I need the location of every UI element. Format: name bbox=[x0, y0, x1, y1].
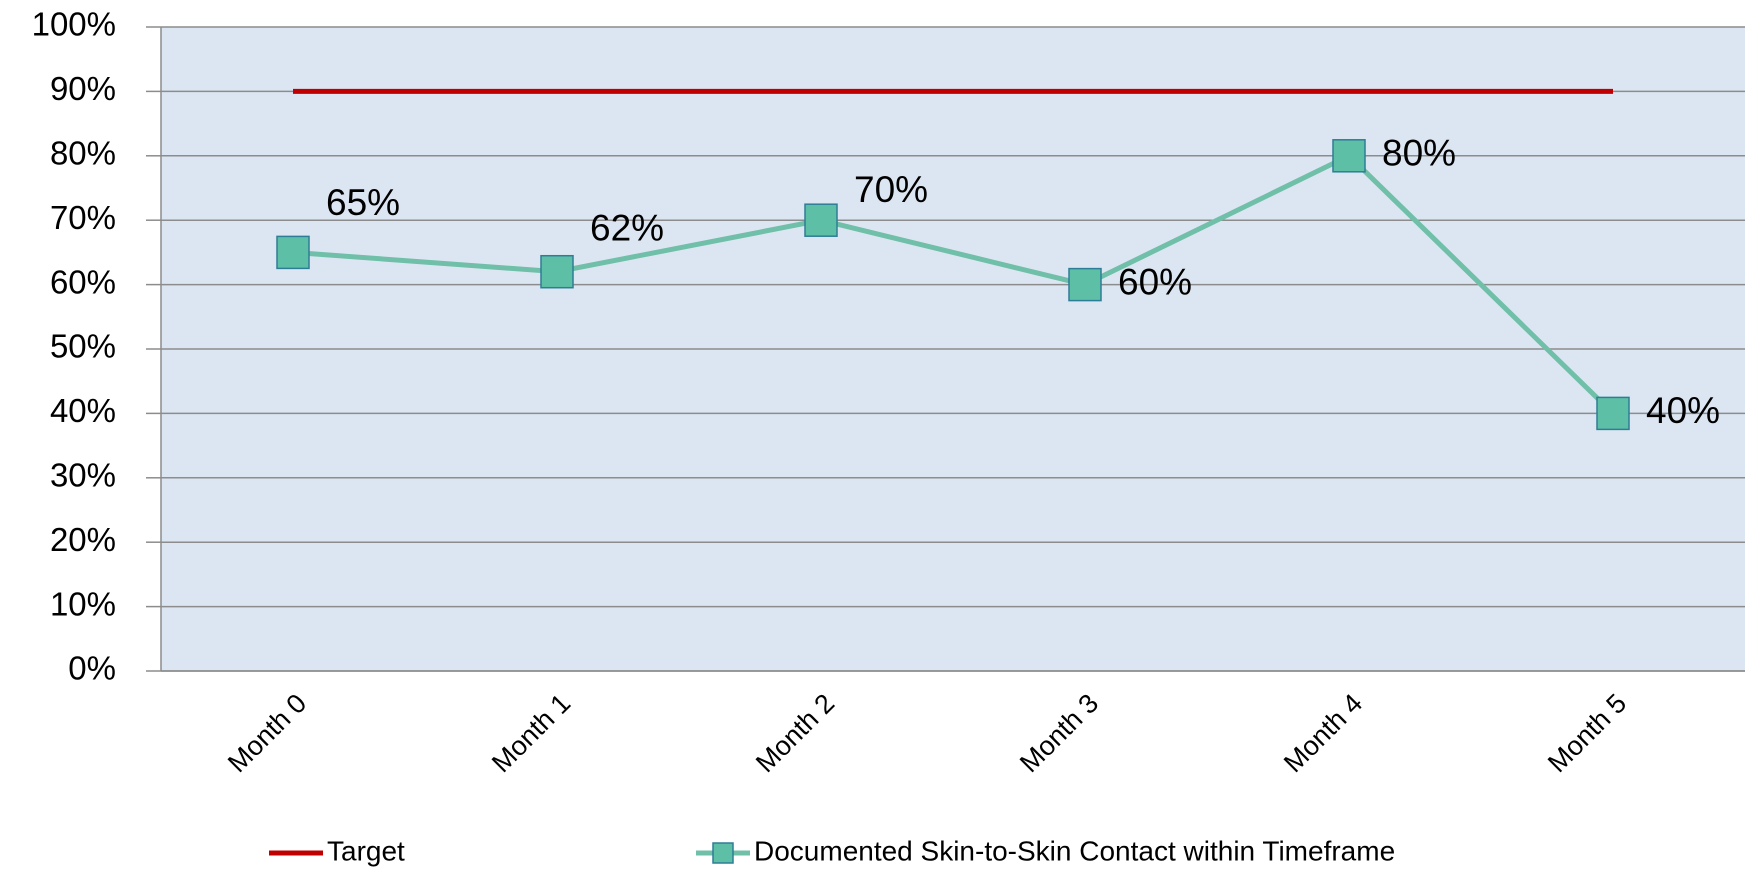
x-tick-label: Month 5 bbox=[1542, 688, 1632, 778]
marker bbox=[1596, 396, 1630, 431]
x-tick-label: Month 2 bbox=[750, 688, 840, 778]
x-tick-label: Month 1 bbox=[486, 688, 576, 778]
y-tick-label: 80% bbox=[50, 135, 116, 172]
data-label: 70% bbox=[854, 169, 928, 210]
y-tick-label: 20% bbox=[50, 521, 116, 558]
series-line bbox=[292, 152, 1615, 416]
x-tick-label: Month 0 bbox=[222, 688, 312, 778]
x-tick-label: Month 4 bbox=[1278, 688, 1368, 778]
y-tick-label: 0% bbox=[68, 650, 116, 687]
data-label: 80% bbox=[1382, 133, 1456, 174]
marker bbox=[540, 254, 574, 289]
marker bbox=[1332, 139, 1366, 173]
data-label: 62% bbox=[590, 208, 664, 249]
y-tick-label: 30% bbox=[50, 457, 116, 494]
data-label: 40% bbox=[1646, 390, 1720, 431]
legend-label: Documented Skin-to-Skin Contact within T… bbox=[754, 835, 1395, 866]
legend-marker bbox=[712, 842, 734, 864]
y-tick-label: 50% bbox=[50, 328, 116, 365]
marker bbox=[276, 235, 310, 270]
marker bbox=[1068, 267, 1102, 302]
y-tick-label: 40% bbox=[50, 392, 116, 429]
y-tick-label: 90% bbox=[50, 70, 116, 107]
marker bbox=[804, 203, 838, 237]
legend-label: Target bbox=[327, 835, 405, 866]
y-tick-label: 100% bbox=[32, 6, 116, 43]
y-tick-label: 10% bbox=[50, 585, 116, 622]
y-tick-label: 60% bbox=[50, 263, 116, 300]
data-label: 60% bbox=[1118, 261, 1192, 302]
data-label: 65% bbox=[326, 182, 400, 223]
y-tick-label: 70% bbox=[50, 199, 116, 236]
x-tick-label: Month 3 bbox=[1014, 688, 1104, 778]
